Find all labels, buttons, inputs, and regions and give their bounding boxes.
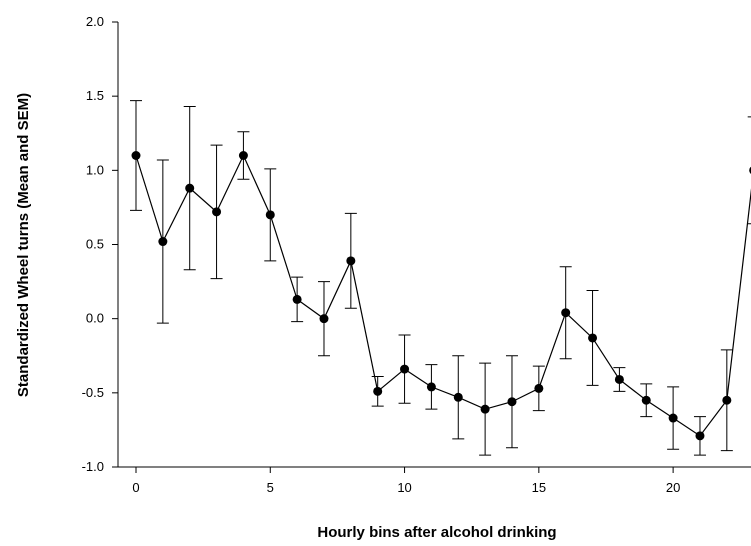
data-line	[135, 154, 751, 437]
data-point	[722, 395, 732, 405]
data-point	[212, 207, 222, 217]
data-point	[265, 210, 275, 220]
plot-area	[129, 100, 751, 456]
data-point	[480, 404, 490, 414]
x-tick-label: 20	[666, 480, 680, 495]
y-tick-label: 0.5	[86, 237, 104, 252]
data-point	[158, 237, 168, 247]
data-point	[614, 374, 624, 384]
data-point	[668, 413, 678, 423]
data-point	[319, 314, 329, 324]
x-tick-label: 15	[532, 480, 546, 495]
y-tick-label: 0.0	[86, 311, 104, 326]
data-point	[373, 386, 383, 396]
data-point	[292, 294, 302, 304]
data-point	[453, 392, 463, 402]
data-point	[346, 256, 356, 266]
y-tick-label: -0.5	[82, 385, 104, 400]
y-tick-label: -1.0	[82, 459, 104, 474]
error-bar	[747, 116, 751, 225]
y-tick-label: 2.0	[86, 14, 104, 29]
y-tick-label: 1.5	[86, 88, 104, 103]
x-tick-label: 10	[397, 480, 411, 495]
y-axis-label: Standardized Wheel turns (Mean and SEM)	[15, 93, 32, 397]
data-point	[588, 333, 598, 343]
data-point	[641, 395, 651, 405]
data-point	[695, 431, 705, 441]
data-point	[185, 183, 195, 193]
data-point	[426, 382, 436, 392]
data-point	[238, 151, 248, 160]
x-tick-label: 5	[267, 480, 274, 495]
x-tick-label: 0	[132, 480, 139, 495]
data-point	[131, 151, 141, 160]
data-point	[400, 364, 410, 374]
data-point	[534, 383, 544, 393]
y-tick-label: 1.0	[86, 162, 104, 177]
data-point	[561, 308, 571, 318]
x-axis-label: Hourly bins after alcohol drinking	[317, 524, 556, 541]
data-point	[507, 397, 517, 407]
